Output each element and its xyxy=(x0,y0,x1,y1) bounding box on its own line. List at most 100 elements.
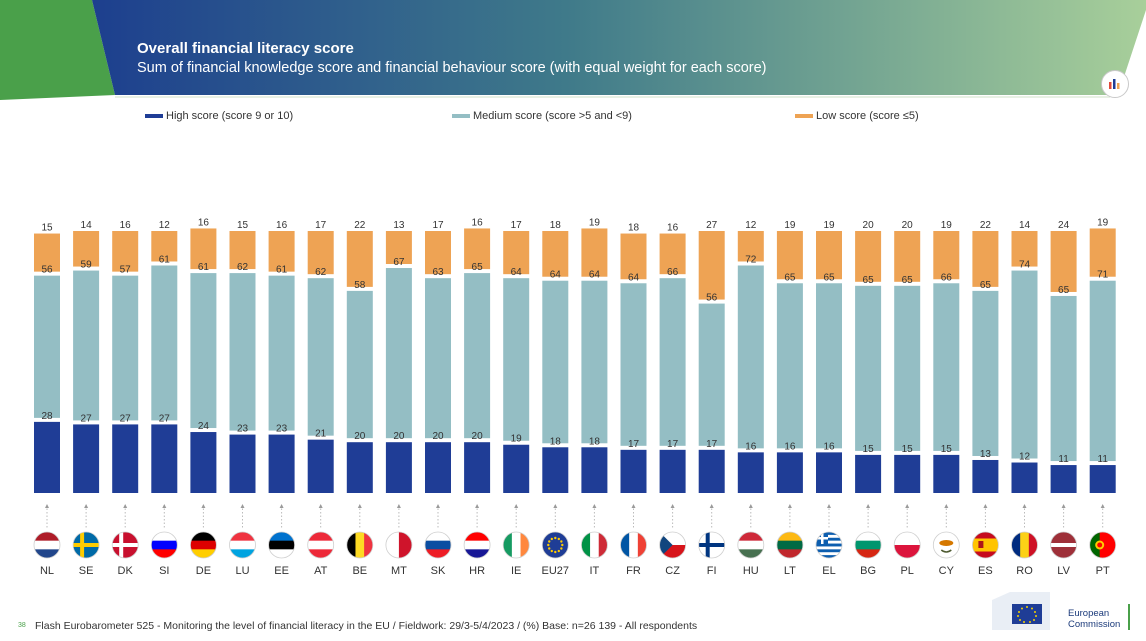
bar-low-EE xyxy=(268,231,295,272)
bar-medium-ES xyxy=(972,290,999,456)
bar-low-MT xyxy=(385,231,412,265)
category-label-FR: FR xyxy=(626,565,641,577)
flag-AT xyxy=(307,532,334,558)
flag-part xyxy=(355,532,365,558)
bar-low-EU27 xyxy=(542,231,569,277)
label-high-FI: 17 xyxy=(706,439,718,450)
label-medium-DE: 61 xyxy=(198,262,210,273)
bar-medium-FR xyxy=(620,283,647,446)
category-label-IT: IT xyxy=(590,565,600,577)
flag-part xyxy=(581,532,591,558)
label-high-SK: 20 xyxy=(432,431,444,442)
label-medium-EE: 61 xyxy=(276,265,288,276)
category-label-BG: BG xyxy=(860,565,876,577)
label-medium-CZ: 66 xyxy=(667,267,679,278)
flag-part xyxy=(1097,542,1103,548)
label-low-NL: 15 xyxy=(41,223,53,234)
arrow-up-icon xyxy=(436,504,440,508)
label-low-PT: 19 xyxy=(1097,217,1109,228)
label-medium-FR: 64 xyxy=(628,272,640,283)
bar-medium-CY xyxy=(933,283,960,451)
legend-high-swatch xyxy=(145,114,163,118)
bar-low-LT xyxy=(776,231,803,280)
bar-low-BE xyxy=(346,231,373,287)
flag-part xyxy=(425,532,451,542)
label-medium-SK: 63 xyxy=(432,267,444,278)
arrow-up-icon xyxy=(201,504,206,508)
bar-high-IT xyxy=(581,447,608,493)
bar-medium-LT xyxy=(776,283,803,449)
flag-part xyxy=(190,549,217,558)
label-low-PL: 20 xyxy=(902,220,914,231)
bar-high-NL xyxy=(34,421,60,493)
label-low-DK: 16 xyxy=(120,220,132,231)
bar-low-ES xyxy=(972,231,999,287)
label-high-NL: 28 xyxy=(41,411,53,422)
label-medium-RO: 74 xyxy=(1019,260,1031,271)
arrow-up-icon xyxy=(396,504,401,508)
bar-high-AT xyxy=(307,439,334,493)
category-label-ES: ES xyxy=(978,565,993,577)
flag-part xyxy=(816,555,842,558)
flag-border-EU27 xyxy=(541,531,569,559)
category-label-HR: HR xyxy=(469,565,485,577)
label-high-LU: 23 xyxy=(237,424,249,435)
header-background xyxy=(0,0,1146,100)
label-low-FR: 18 xyxy=(628,223,640,234)
flag-border-LU xyxy=(229,531,256,559)
label-high-IT: 18 xyxy=(589,436,601,447)
bar-low-IE xyxy=(503,231,530,275)
flag-part xyxy=(816,532,842,536)
bar-low-DE xyxy=(190,228,217,270)
flag-HU xyxy=(737,532,764,558)
label-medium-BE: 58 xyxy=(354,280,366,291)
bar-low-CY xyxy=(933,231,960,280)
flag-part xyxy=(464,540,491,550)
flag-part xyxy=(268,549,295,558)
bar-low-IT xyxy=(581,228,608,277)
bar-medium-HU xyxy=(737,265,764,449)
label-medium-PT: 71 xyxy=(1097,270,1109,281)
bar-medium-AT xyxy=(307,278,334,436)
category-label-CZ: CZ xyxy=(665,565,680,577)
label-medium-DK: 57 xyxy=(120,265,132,276)
bar-medium-PL xyxy=(894,285,921,451)
flag-part xyxy=(698,543,725,547)
bar-low-EL xyxy=(816,231,842,280)
flag-part xyxy=(398,532,412,558)
flag-part xyxy=(816,537,842,541)
category-label-EU27: EU27 xyxy=(542,565,570,577)
label-low-SE: 14 xyxy=(81,220,93,231)
legend-low-label: Low score (score ≤5) xyxy=(816,110,919,122)
label-low-HU: 12 xyxy=(745,220,757,231)
bar-chart-icon xyxy=(1101,70,1129,98)
label-medium-PL: 65 xyxy=(902,275,914,286)
flag-SE xyxy=(73,532,100,558)
bar-medium-SK xyxy=(425,278,451,439)
flag-border-HU xyxy=(737,531,765,559)
flag-border-FR xyxy=(620,531,647,559)
european-commission-label: European Commission xyxy=(1068,608,1121,630)
label-low-LU: 15 xyxy=(237,220,249,231)
flag-part xyxy=(425,540,451,550)
flag-part xyxy=(464,532,491,542)
bar-low-CZ xyxy=(659,233,686,275)
bar-high-SI xyxy=(151,424,178,493)
flag-star xyxy=(548,547,551,550)
flag-part xyxy=(629,532,639,558)
label-low-EE: 16 xyxy=(276,220,288,231)
bar-low-SI xyxy=(151,231,178,262)
bar-low-PT xyxy=(1089,228,1116,277)
label-low-DE: 16 xyxy=(198,217,210,228)
label-low-EL: 19 xyxy=(823,220,835,231)
flag-part xyxy=(816,537,828,540)
bar-low-SE xyxy=(73,231,100,267)
flag-MT xyxy=(385,532,412,558)
stacked-bar-chart: 28 56 15 NL 27 59 14 SE 27 57 16 DK 27 61 12 SI 24 61 16 DE… xyxy=(33,217,1117,577)
label-medium-ES: 65 xyxy=(980,280,992,291)
flag-FR xyxy=(620,532,647,558)
category-label-EL: EL xyxy=(822,565,835,577)
bar-high-LV xyxy=(1050,465,1077,493)
label-medium-SE: 59 xyxy=(81,260,93,271)
label-low-MT: 13 xyxy=(393,220,405,231)
